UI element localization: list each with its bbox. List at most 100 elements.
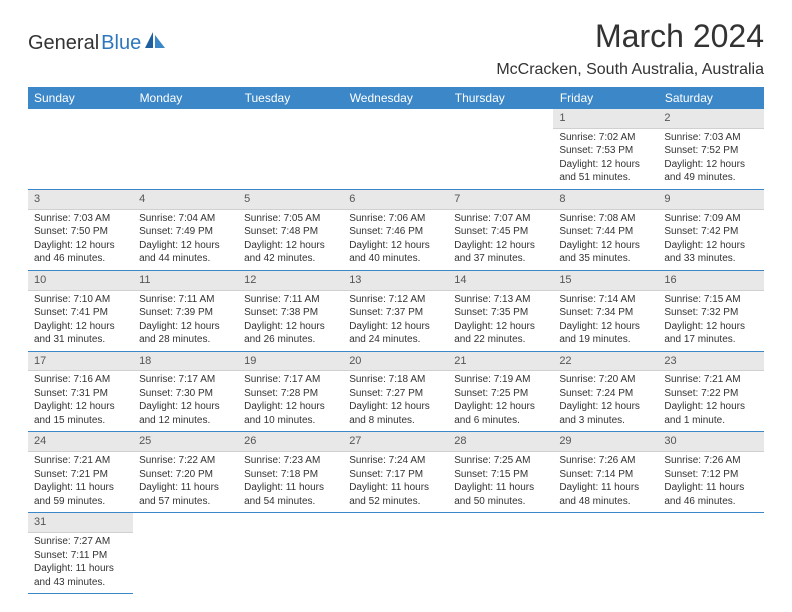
sunrise-text: Sunrise: 7:27 AM <box>34 535 127 549</box>
sunset-text: Sunset: 7:49 PM <box>139 225 232 239</box>
sunrise-text: Sunrise: 7:16 AM <box>34 373 127 387</box>
calendar-cell <box>28 109 133 189</box>
daylight-text: Daylight: 12 hours and 37 minutes. <box>454 239 547 266</box>
sunrise-text: Sunrise: 7:09 AM <box>664 212 757 226</box>
day-info: Sunrise: 7:23 AMSunset: 7:18 PMDaylight:… <box>238 452 343 512</box>
sunrise-text: Sunrise: 7:05 AM <box>244 212 337 226</box>
daylight-text: Daylight: 12 hours and 35 minutes. <box>559 239 652 266</box>
day-number: 7 <box>448 190 553 210</box>
sunset-text: Sunset: 7:12 PM <box>664 468 757 482</box>
calendar-cell: 26Sunrise: 7:23 AMSunset: 7:18 PMDayligh… <box>238 432 343 513</box>
sunset-text: Sunset: 7:42 PM <box>664 225 757 239</box>
daylight-text: Daylight: 12 hours and 1 minute. <box>664 400 757 427</box>
daylight-text: Daylight: 11 hours and 48 minutes. <box>559 481 652 508</box>
day-number: 4 <box>133 190 238 210</box>
day-info: Sunrise: 7:17 AMSunset: 7:28 PMDaylight:… <box>238 371 343 431</box>
daylight-text: Daylight: 12 hours and 10 minutes. <box>244 400 337 427</box>
day-number: 14 <box>448 271 553 291</box>
day-info: Sunrise: 7:24 AMSunset: 7:17 PMDaylight:… <box>343 452 448 512</box>
daylight-text: Daylight: 12 hours and 42 minutes. <box>244 239 337 266</box>
day-info: Sunrise: 7:05 AMSunset: 7:48 PMDaylight:… <box>238 210 343 270</box>
sunset-text: Sunset: 7:45 PM <box>454 225 547 239</box>
day-info: Sunrise: 7:02 AMSunset: 7:53 PMDaylight:… <box>553 129 658 189</box>
day-number: 13 <box>343 271 448 291</box>
day-info: Sunrise: 7:06 AMSunset: 7:46 PMDaylight:… <box>343 210 448 270</box>
sunset-text: Sunset: 7:22 PM <box>664 387 757 401</box>
dow-thursday: Thursday <box>448 87 553 109</box>
daylight-text: Daylight: 12 hours and 26 minutes. <box>244 320 337 347</box>
calendar-cell: 24Sunrise: 7:21 AMSunset: 7:21 PMDayligh… <box>28 432 133 513</box>
day-info: Sunrise: 7:07 AMSunset: 7:45 PMDaylight:… <box>448 210 553 270</box>
calendar-cell: 19Sunrise: 7:17 AMSunset: 7:28 PMDayligh… <box>238 351 343 432</box>
day-info: Sunrise: 7:26 AMSunset: 7:12 PMDaylight:… <box>658 452 763 512</box>
daylight-text: Daylight: 12 hours and 17 minutes. <box>664 320 757 347</box>
day-number: 17 <box>28 352 133 372</box>
day-number: 5 <box>238 190 343 210</box>
sunrise-text: Sunrise: 7:02 AM <box>559 131 652 145</box>
sunrise-text: Sunrise: 7:24 AM <box>349 454 442 468</box>
daylight-text: Daylight: 12 hours and 12 minutes. <box>139 400 232 427</box>
calendar-cell: 20Sunrise: 7:18 AMSunset: 7:27 PMDayligh… <box>343 351 448 432</box>
day-number: 18 <box>133 352 238 372</box>
calendar-cell <box>448 513 553 594</box>
calendar-row: 10Sunrise: 7:10 AMSunset: 7:41 PMDayligh… <box>28 270 764 351</box>
daylight-text: Daylight: 11 hours and 54 minutes. <box>244 481 337 508</box>
day-info: Sunrise: 7:26 AMSunset: 7:14 PMDaylight:… <box>553 452 658 512</box>
calendar-cell: 31Sunrise: 7:27 AMSunset: 7:11 PMDayligh… <box>28 513 133 594</box>
daylight-text: Daylight: 12 hours and 28 minutes. <box>139 320 232 347</box>
calendar-cell <box>343 513 448 594</box>
sail-icon <box>145 32 167 55</box>
sunset-text: Sunset: 7:28 PM <box>244 387 337 401</box>
day-info: Sunrise: 7:11 AMSunset: 7:39 PMDaylight:… <box>133 291 238 351</box>
calendar-cell: 14Sunrise: 7:13 AMSunset: 7:35 PMDayligh… <box>448 270 553 351</box>
day-info: Sunrise: 7:27 AMSunset: 7:11 PMDaylight:… <box>28 533 133 593</box>
daylight-text: Daylight: 12 hours and 15 minutes. <box>34 400 127 427</box>
day-info: Sunrise: 7:10 AMSunset: 7:41 PMDaylight:… <box>28 291 133 351</box>
day-info: Sunrise: 7:03 AMSunset: 7:50 PMDaylight:… <box>28 210 133 270</box>
calendar-cell: 29Sunrise: 7:26 AMSunset: 7:14 PMDayligh… <box>553 432 658 513</box>
sunrise-text: Sunrise: 7:26 AM <box>559 454 652 468</box>
sunset-text: Sunset: 7:24 PM <box>559 387 652 401</box>
logo: GeneralBlue <box>28 32 167 55</box>
sunrise-text: Sunrise: 7:17 AM <box>244 373 337 387</box>
calendar-cell: 13Sunrise: 7:12 AMSunset: 7:37 PMDayligh… <box>343 270 448 351</box>
calendar-cell <box>133 109 238 189</box>
calendar-cell <box>238 109 343 189</box>
daylight-text: Daylight: 11 hours and 52 minutes. <box>349 481 442 508</box>
sunset-text: Sunset: 7:27 PM <box>349 387 442 401</box>
day-info: Sunrise: 7:21 AMSunset: 7:21 PMDaylight:… <box>28 452 133 512</box>
calendar-cell: 22Sunrise: 7:20 AMSunset: 7:24 PMDayligh… <box>553 351 658 432</box>
day-number: 12 <box>238 271 343 291</box>
day-info: Sunrise: 7:19 AMSunset: 7:25 PMDaylight:… <box>448 371 553 431</box>
day-number: 8 <box>553 190 658 210</box>
daylight-text: Daylight: 12 hours and 8 minutes. <box>349 400 442 427</box>
day-info: Sunrise: 7:12 AMSunset: 7:37 PMDaylight:… <box>343 291 448 351</box>
daylight-text: Daylight: 12 hours and 33 minutes. <box>664 239 757 266</box>
daylight-text: Daylight: 12 hours and 31 minutes. <box>34 320 127 347</box>
sunrise-text: Sunrise: 7:17 AM <box>139 373 232 387</box>
calendar-row: 24Sunrise: 7:21 AMSunset: 7:21 PMDayligh… <box>28 432 764 513</box>
sunset-text: Sunset: 7:11 PM <box>34 549 127 563</box>
calendar-cell: 28Sunrise: 7:25 AMSunset: 7:15 PMDayligh… <box>448 432 553 513</box>
day-info: Sunrise: 7:21 AMSunset: 7:22 PMDaylight:… <box>658 371 763 431</box>
logo-word2: Blue <box>101 32 141 55</box>
day-number: 3 <box>28 190 133 210</box>
sunset-text: Sunset: 7:14 PM <box>559 468 652 482</box>
dow-sunday: Sunday <box>28 87 133 109</box>
day-number: 11 <box>133 271 238 291</box>
sunset-text: Sunset: 7:25 PM <box>454 387 547 401</box>
calendar-cell <box>658 513 763 594</box>
calendar-cell: 15Sunrise: 7:14 AMSunset: 7:34 PMDayligh… <box>553 270 658 351</box>
day-number: 28 <box>448 432 553 452</box>
daylight-text: Daylight: 11 hours and 59 minutes. <box>34 481 127 508</box>
calendar-cell <box>448 109 553 189</box>
day-info: Sunrise: 7:25 AMSunset: 7:15 PMDaylight:… <box>448 452 553 512</box>
day-number: 16 <box>658 271 763 291</box>
sunrise-text: Sunrise: 7:14 AM <box>559 293 652 307</box>
sunset-text: Sunset: 7:34 PM <box>559 306 652 320</box>
calendar-cell: 9Sunrise: 7:09 AMSunset: 7:42 PMDaylight… <box>658 189 763 270</box>
calendar-row: 3Sunrise: 7:03 AMSunset: 7:50 PMDaylight… <box>28 189 764 270</box>
day-number: 25 <box>133 432 238 452</box>
day-info: Sunrise: 7:04 AMSunset: 7:49 PMDaylight:… <box>133 210 238 270</box>
day-number: 23 <box>658 352 763 372</box>
